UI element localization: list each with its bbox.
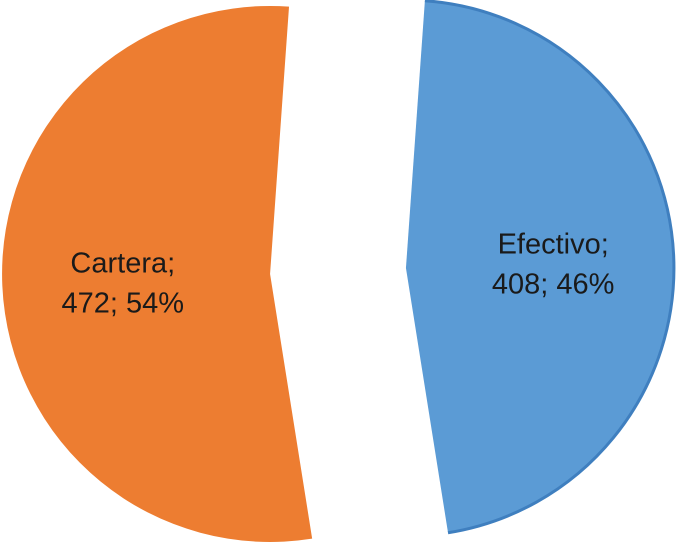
data-label-cartera: Cartera; 472; 54% [62,247,185,319]
data-label-line1: Efectivo; [498,229,609,261]
pie-slice-cartera [2,5,313,542]
data-label-efectivo: Efectivo; 408; 46% [492,229,615,301]
data-label-line2: 408; 46% [492,269,615,301]
data-label-line1: Cartera; [70,247,175,279]
pie-slice-efectivo [405,0,674,533]
pie-slice-edge-efectivo [424,0,676,535]
data-label-line2: 472; 54% [62,287,185,319]
